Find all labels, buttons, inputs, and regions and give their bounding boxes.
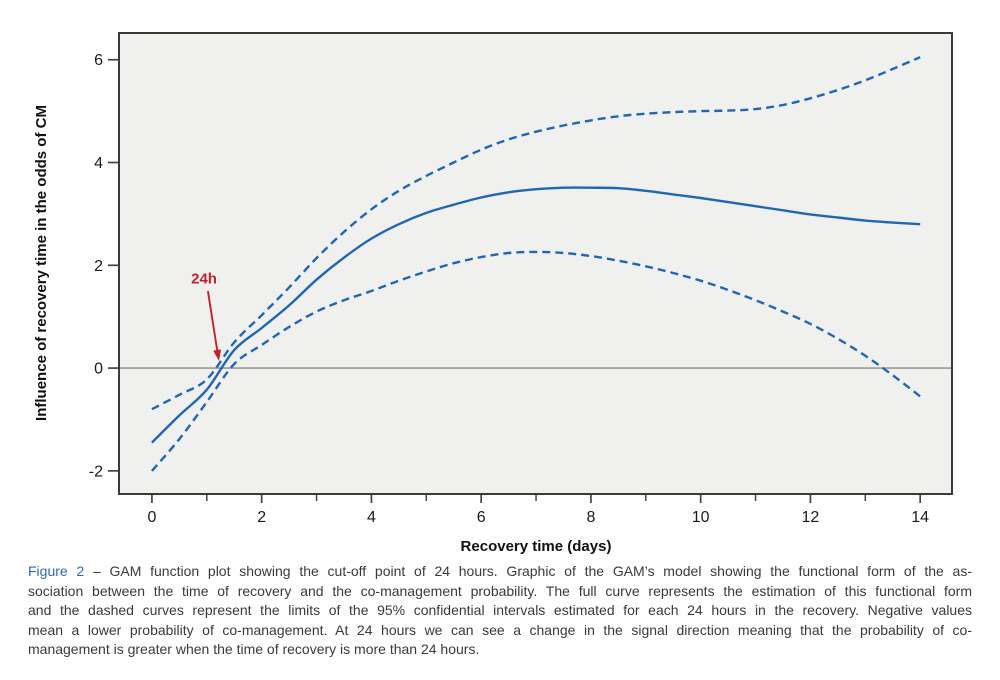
y-tick-label: 0 [94,361,103,378]
plot-background [119,33,952,494]
x-tick-label: 10 [692,509,710,526]
x-tick-label: 2 [257,509,266,526]
x-tick-label: 12 [802,509,820,526]
gam-plot: -2 0 2 4 6 0 2 4 6 8 10 12 14 24h Recovery time (days… [33,32,953,555]
ci-lower-curve [150,250,921,472]
x-tick-label: 8 [586,509,595,526]
x-tick-label: 0 [147,509,156,526]
y-tick-label: 2 [94,258,103,275]
cutoff-annotation-arrow-line [206,290,219,355]
y-tick-label: -2 [89,463,103,480]
ci-upper-curve [151,56,921,411]
plot-frame [118,32,953,495]
figure-caption: Figure 2 – GAM function plot showing the… [28,562,972,660]
x-tick-label: 4 [367,509,376,526]
caption-line-5: management is greater when the time of r… [28,641,480,657]
caption-line-2: sociation between the time of recovery a… [28,582,972,599]
x-tick-label: 14 [911,509,929,526]
cutoff-annotation-arrowhead [213,349,222,361]
caption-line-1: Figure 2 – GAM function plot showing the… [28,562,972,582]
caption-line-4: mean a lower probability of co-managemen… [28,621,972,638]
y-tick-label: 6 [94,52,103,69]
x-tick-label: 6 [477,509,486,526]
figure-label: Figure 2 [28,563,85,579]
plot-content: -2 0 2 4 6 0 2 4 6 8 10 12 14 24h [89,32,953,526]
caption-line-1-text: – GAM function plot showing the cut-off … [84,563,972,579]
gam-estimate-curve [151,186,921,444]
x-axis-title: Recovery time (days) [461,538,612,555]
caption-line-3: and the dashed curves represent the limi… [28,602,972,618]
cutoff-annotation-label: 24h [191,270,217,287]
y-axis-title: Influence of recovery time in the odds o… [33,105,50,421]
y-tick-label: 4 [94,155,103,172]
